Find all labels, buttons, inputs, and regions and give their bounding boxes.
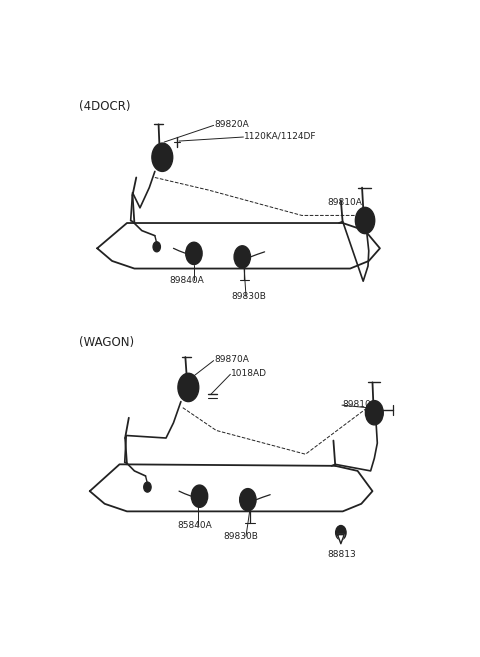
Circle shape	[153, 242, 160, 252]
Text: 85840A: 85840A	[177, 520, 212, 530]
Circle shape	[239, 252, 246, 262]
Text: 89830B: 89830B	[231, 292, 266, 301]
Circle shape	[190, 248, 198, 258]
Circle shape	[360, 214, 370, 227]
Circle shape	[336, 526, 346, 539]
Circle shape	[157, 150, 167, 164]
Circle shape	[186, 242, 202, 265]
Text: (4DOCR): (4DOCR)	[79, 100, 130, 113]
Polygon shape	[337, 535, 344, 544]
Circle shape	[365, 401, 383, 425]
Text: 1120KA/1124DF: 1120KA/1124DF	[244, 131, 317, 141]
Circle shape	[244, 495, 252, 505]
Circle shape	[152, 143, 173, 171]
Circle shape	[240, 489, 256, 511]
Text: 89840A: 89840A	[170, 276, 204, 284]
Circle shape	[370, 407, 378, 419]
Circle shape	[144, 482, 151, 492]
Circle shape	[196, 491, 203, 501]
Text: 89810A: 89810A	[343, 399, 378, 409]
Text: 89810A: 89810A	[328, 198, 363, 207]
Circle shape	[183, 381, 193, 394]
Text: (WAGON): (WAGON)	[79, 336, 134, 350]
Text: 88813: 88813	[328, 550, 357, 559]
Circle shape	[355, 208, 375, 234]
Text: 89870A: 89870A	[215, 355, 249, 364]
Circle shape	[234, 246, 251, 268]
Circle shape	[192, 485, 208, 507]
Text: 89830B: 89830B	[224, 532, 259, 541]
Circle shape	[178, 373, 199, 401]
Text: 89820A: 89820A	[215, 120, 249, 129]
Text: 1018AD: 1018AD	[231, 369, 267, 378]
